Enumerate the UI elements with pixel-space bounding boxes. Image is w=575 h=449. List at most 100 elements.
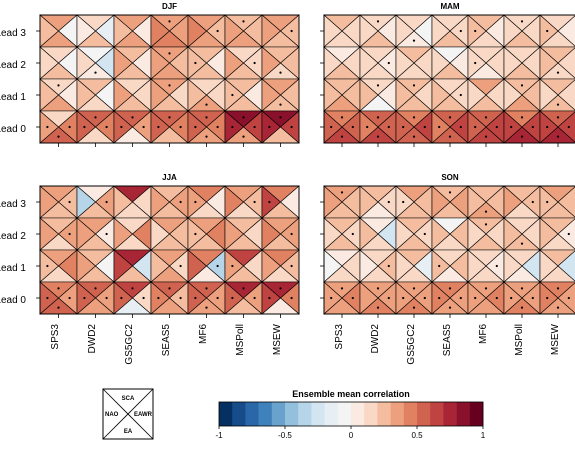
cell-triangle-nao [431, 249, 451, 283]
significance-dot [279, 71, 282, 74]
significance-dot [231, 125, 234, 129]
cell-triangle-nao [431, 14, 451, 48]
cell-triangle-nao [539, 78, 559, 112]
significance-dot [546, 125, 549, 129]
cell-triangle-nao [261, 110, 281, 144]
colorbar-swatch [443, 402, 457, 426]
lead-label-top-0: Lead 3 [0, 28, 26, 39]
cell-triangle-nao [224, 110, 244, 144]
lead-label-top-2: Lead 1 [0, 92, 26, 103]
cell-triangle-nao [187, 217, 207, 251]
cell-triangle-nao [503, 249, 523, 283]
significance-dot [531, 296, 534, 300]
significance-dot [290, 264, 293, 268]
significance-dot [387, 61, 390, 65]
model-label-left-1: DWD2 [87, 324, 98, 354]
colorbar-swatch [469, 402, 484, 426]
cell-triangle-nao [503, 185, 523, 219]
cell-triangle-nao [261, 185, 281, 219]
significance-dot [205, 135, 208, 138]
significance-dot [459, 296, 462, 300]
cell-triangle-nao [395, 110, 415, 144]
significance-dot [330, 125, 333, 129]
significance-dot [546, 296, 549, 300]
cell-triangle-nao [150, 78, 170, 112]
significance-dot [157, 125, 160, 129]
model-label-right-3: SEAS5 [442, 324, 453, 357]
significance-dot [520, 306, 524, 309]
significance-dot [376, 116, 380, 119]
significance-dot [46, 264, 49, 268]
cell-triangle-nao [395, 78, 415, 112]
significance-dot [231, 264, 234, 268]
significance-dot [448, 135, 452, 138]
significance-dot [448, 191, 452, 194]
cell-triangle-nao [261, 249, 281, 283]
significance-dot [340, 287, 344, 290]
significance-dot [387, 200, 390, 204]
lead-label-bottom-3: Lead 0 [0, 295, 26, 306]
cell-triangle-nao [395, 217, 415, 251]
significance-dot [438, 296, 441, 300]
significance-dot [376, 287, 380, 290]
significance-dot [412, 84, 416, 87]
cell-triangle-nao [187, 281, 207, 315]
cell-triangle-nao [150, 249, 170, 283]
significance-dot [57, 84, 60, 87]
significance-dot [194, 296, 197, 300]
cell-triangle-nao [503, 217, 523, 251]
colorbar-swatch [245, 402, 259, 426]
colorbar-swatch [298, 402, 312, 426]
cell-triangle-nao [187, 185, 207, 219]
colorbar-tick-label: 0.5 [411, 431, 423, 440]
significance-dot [546, 29, 549, 33]
cell-triangle-nao [503, 14, 523, 48]
cell-triangle-nao [224, 281, 244, 315]
cell-triangle-nao [467, 14, 487, 48]
cell-triangle-nao [261, 281, 281, 315]
significance-dot [231, 296, 234, 300]
colorbar-swatch [417, 402, 431, 426]
significance-dot [531, 200, 534, 204]
colorbar-swatch [337, 402, 352, 426]
significance-dot [520, 135, 524, 138]
panel-title-son: SON [441, 173, 459, 182]
significance-dot [253, 125, 256, 129]
colorbar-swatch [351, 402, 365, 426]
cell-triangle-nao [395, 281, 415, 315]
cell-triangle-nao [467, 281, 487, 315]
cell-triangle-nao [261, 78, 281, 112]
cell-triangle-nao [150, 217, 170, 251]
significance-dot [484, 287, 488, 290]
cell-triangle-nao [431, 281, 451, 315]
significance-dot [57, 135, 60, 138]
significance-dot [459, 125, 462, 129]
significance-dot [131, 116, 134, 119]
significance-dot [423, 232, 426, 236]
cell-triangle-nao [261, 46, 281, 80]
panel-son: SON [320, 173, 575, 318]
panel-title-jja: JJA [162, 173, 177, 182]
model-label-right-5: MSPoll [514, 324, 525, 356]
significance-dot [83, 125, 86, 129]
significance-dot [168, 287, 171, 290]
significance-dot [402, 125, 405, 129]
model-label-left-0: SPS3 [50, 324, 61, 350]
significance-dot [340, 116, 344, 119]
colorbar-swatch [271, 402, 286, 426]
cell-triangle-nao [76, 249, 96, 283]
key-label-right: EAWR [134, 412, 153, 418]
significance-dot [216, 29, 219, 33]
significance-dot [105, 296, 108, 300]
significance-dot [402, 296, 405, 300]
cell-triangle-nao [359, 217, 379, 251]
cell-triangle-nao [150, 46, 170, 80]
significance-dot [253, 61, 256, 65]
significance-dot [556, 71, 560, 74]
cell-triangle-nao [359, 78, 379, 112]
lead-axis-labels: Lead 3 Lead 2 Lead 1 Lead 0 Lead 3 Lead … [0, 28, 26, 306]
cell-triangle-nao [187, 46, 207, 80]
significance-dot [290, 296, 293, 300]
cell-triangle-nao [150, 14, 170, 48]
significance-dot [556, 135, 560, 138]
